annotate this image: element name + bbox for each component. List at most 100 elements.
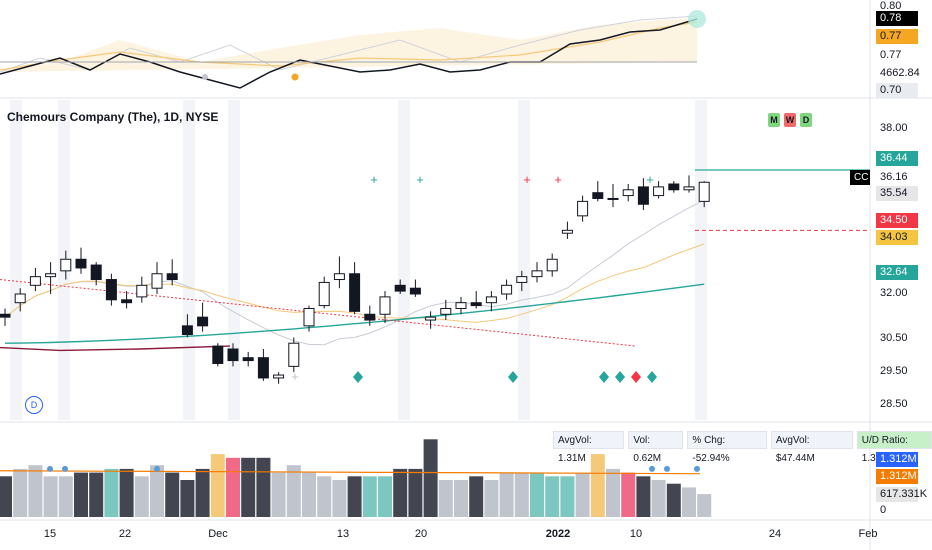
vol-stat: Vol: 0.62M [628, 431, 684, 464]
candle-body [653, 186, 665, 197]
candle-body [607, 197, 619, 200]
ma-orange-tag: 34.03 [876, 230, 918, 245]
volume-bar [58, 476, 73, 517]
volume-bar [484, 480, 499, 517]
avg-dollar-vol-stat: AvgVol: $47.44M [770, 431, 853, 464]
volume-bar [226, 457, 240, 517]
candle-body [531, 270, 543, 278]
top-axis-label: 0.77 [880, 49, 902, 61]
volume-bar [286, 465, 301, 517]
candle-body [592, 192, 604, 199]
price-axis-label: 28.50 [880, 398, 908, 410]
osc-black-line [0, 18, 698, 89]
plus-signal-marker: + [416, 172, 424, 187]
session-stripe [518, 100, 530, 420]
session-stripe [228, 100, 240, 420]
diamond-signal-marker [508, 371, 518, 383]
volume-bar [423, 439, 438, 517]
candle-body [45, 273, 57, 278]
candle-body [546, 258, 558, 272]
upper-price-tag: 36.44 [876, 151, 918, 166]
volume-bar [150, 465, 164, 517]
candle-body [668, 183, 680, 191]
volume-bar [545, 476, 560, 517]
volume-bar [469, 476, 484, 517]
candle-body [394, 284, 406, 292]
candle-body [379, 296, 391, 315]
session-stripe [183, 100, 195, 420]
diamond-signal-marker [615, 371, 625, 383]
volume-dot [664, 465, 670, 472]
timeframe-badge-w[interactable]: W [784, 113, 796, 127]
x-axis-label: 24 [768, 528, 782, 540]
ma-maroon-line [0, 345, 231, 352]
volume-bar [590, 454, 605, 517]
candle-body [364, 313, 376, 321]
volume-bar [28, 465, 43, 517]
volume-tag: 0 [876, 503, 918, 518]
volume-bar [530, 472, 544, 517]
volume-bar [271, 472, 286, 517]
x-axis-label: 2022 [545, 528, 571, 540]
dividend-marker[interactable]: D [25, 396, 43, 414]
x-axis-label: 20 [414, 528, 428, 540]
volume-bar [134, 476, 149, 517]
volume-bar [317, 476, 332, 517]
volume-tag: 1.312M [876, 469, 918, 484]
candle-body [136, 284, 148, 298]
price-axis-label: 38.00 [880, 122, 908, 134]
red-level-tag: 34.50 [876, 213, 918, 228]
candle-body [105, 279, 117, 301]
candle-body [409, 287, 421, 295]
volume-bar [241, 457, 256, 517]
volume-bar [332, 480, 347, 517]
osc-highlight [688, 10, 706, 28]
ma-teal-line [4, 283, 705, 344]
volume-stats-bar: AvgVol: 1.31M Vol: 0.62M % Chg: -52.94% … [553, 431, 932, 464]
volume-bar [666, 483, 681, 517]
volume-bar [560, 476, 575, 517]
volume-tag: 1.312M [876, 452, 918, 467]
candle-body [318, 281, 330, 307]
x-axis-label: 10 [629, 528, 643, 540]
candle-body [212, 345, 224, 364]
price-axis-label: 29.50 [880, 365, 908, 377]
volume-bar [606, 468, 620, 517]
candle-body [197, 316, 209, 327]
volume-bar [89, 472, 104, 517]
candle-body [90, 264, 102, 281]
candle-body [288, 342, 300, 367]
candle-body [242, 357, 254, 362]
timeframe-badge-d[interactable]: D [800, 113, 812, 127]
volume-bar [43, 476, 58, 517]
session-stripe [695, 100, 707, 420]
session-stripe [10, 100, 22, 420]
candle-body [561, 229, 573, 234]
session-stripe [398, 100, 410, 420]
volume-bar [499, 472, 514, 517]
diamond-signal-marker [631, 371, 641, 383]
candle-body [60, 258, 72, 272]
volume-dot [694, 465, 700, 472]
last-price-tag: 36.16 [876, 170, 918, 185]
timeframe-badge-m[interactable]: M [768, 113, 780, 127]
volume-dot [62, 465, 68, 472]
top-tag: 0.78 [876, 11, 918, 26]
diamond-signal-marker [599, 371, 609, 383]
top-tag: 0.70 [876, 83, 918, 98]
volume-bar [0, 476, 12, 517]
candle-body [637, 186, 649, 205]
volume-bar [575, 472, 590, 517]
volume-dot [47, 465, 53, 472]
candle-body [333, 273, 345, 281]
candle-body [0, 313, 11, 318]
volume-bar [210, 454, 225, 517]
x-axis-label: Feb [858, 528, 878, 540]
volume-dot [649, 465, 655, 472]
chart-title: Chemours Company (The), 1D, NYSE [7, 110, 219, 124]
candle-body [151, 273, 163, 289]
volume-bar [13, 468, 28, 517]
top-tag: 0.77 [876, 29, 918, 44]
candle-body [181, 325, 193, 336]
